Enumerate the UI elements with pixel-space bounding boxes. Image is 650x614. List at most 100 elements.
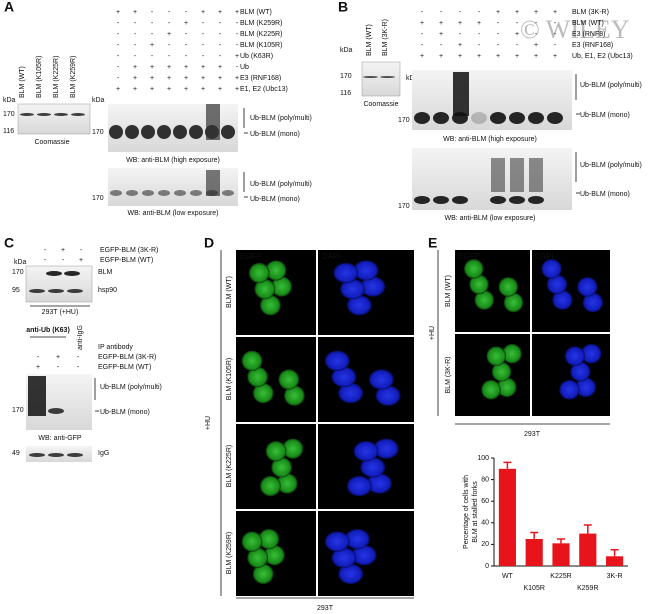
band xyxy=(142,190,154,196)
label: Ub-BLM (mono) xyxy=(250,196,300,203)
sign: + xyxy=(133,9,137,16)
sign: - xyxy=(535,20,538,27)
band xyxy=(509,112,525,124)
cell xyxy=(278,369,300,390)
sign: - xyxy=(117,53,120,60)
bar xyxy=(498,468,516,566)
label: WB: anti-BLM (low exposure) xyxy=(444,215,535,222)
sign: - xyxy=(185,53,188,60)
band xyxy=(414,112,430,124)
label: WB: anti-BLM (low exposure) xyxy=(127,210,218,217)
cell xyxy=(346,475,372,497)
sign: - xyxy=(497,42,500,49)
sign: + xyxy=(439,20,443,27)
smear xyxy=(453,72,469,116)
label: Ub-BLM (poly/multi) xyxy=(580,82,642,89)
y-tick-label: 100 xyxy=(477,455,489,462)
label: 170 xyxy=(340,73,352,80)
band xyxy=(547,112,563,124)
sign: + xyxy=(458,20,462,27)
error-bar xyxy=(503,461,512,469)
label: 116 xyxy=(3,128,14,135)
cell xyxy=(265,260,287,281)
label: WB: anti-BLM (high exposure) xyxy=(443,136,537,143)
micrograph xyxy=(532,250,610,332)
label: BLM (K259R) xyxy=(70,56,77,98)
sign: - xyxy=(134,42,137,49)
sign: + xyxy=(458,42,462,49)
cell xyxy=(577,277,598,297)
label: IgG xyxy=(98,450,109,457)
sign: - xyxy=(185,9,188,16)
label: BLM (K105R) xyxy=(36,56,43,98)
cell xyxy=(284,385,305,406)
cell xyxy=(252,563,274,585)
cell xyxy=(346,295,372,316)
row-label: Ub (K63R) xyxy=(240,53,273,60)
cell xyxy=(469,274,489,295)
cell xyxy=(351,545,377,566)
blot xyxy=(17,103,91,135)
cell xyxy=(373,438,399,459)
band xyxy=(29,289,45,293)
row-label: E3 (RNF168) xyxy=(240,75,281,82)
cell xyxy=(497,377,517,398)
label: kDa xyxy=(340,47,353,54)
panel-label: E xyxy=(428,235,437,251)
sign: - xyxy=(219,53,222,60)
cell xyxy=(564,346,586,366)
error-bar xyxy=(530,531,539,539)
blot xyxy=(361,61,401,97)
blot xyxy=(25,265,93,303)
label: DAPI xyxy=(322,252,341,261)
row-label: BLM (3K-R) xyxy=(572,9,609,16)
sign: + xyxy=(79,257,83,264)
label: BLM (K225R) xyxy=(226,445,233,487)
sign: - xyxy=(134,53,137,60)
row-label: EGFP-BLM (3K-R) xyxy=(98,354,156,361)
band xyxy=(174,190,186,196)
sign: - xyxy=(554,31,557,38)
sign: + xyxy=(150,64,154,71)
sign: - xyxy=(202,53,205,60)
band xyxy=(48,289,64,293)
label: 170 xyxy=(3,111,15,118)
row-label: E1, E2 (Ubc13) xyxy=(240,86,288,93)
sign: - xyxy=(151,53,154,60)
sign: + xyxy=(133,86,137,93)
error-bar xyxy=(557,538,565,544)
cell xyxy=(254,278,276,300)
smear xyxy=(206,170,220,196)
sign: - xyxy=(185,42,188,49)
cell xyxy=(502,343,522,364)
panel-label: A xyxy=(4,0,14,15)
sign: - xyxy=(117,75,120,82)
band xyxy=(67,289,83,293)
cell xyxy=(575,377,596,398)
sign: + xyxy=(439,53,443,60)
band xyxy=(452,196,468,204)
x-tick-label: K225R xyxy=(550,573,571,580)
sign: - xyxy=(535,31,538,38)
sign: + xyxy=(184,75,188,82)
label: Ub-BLM (poly/multi) xyxy=(100,384,162,391)
sign: - xyxy=(440,42,443,49)
label: Ub-BLM (mono) xyxy=(250,131,300,138)
sign: - xyxy=(236,64,239,71)
band xyxy=(221,125,235,139)
sign: - xyxy=(80,247,83,254)
sign: - xyxy=(497,20,500,27)
label: BLM (WT) xyxy=(226,276,233,308)
sign: - xyxy=(202,31,205,38)
sign: - xyxy=(44,257,47,264)
row-label: EGFP-BLM (WT) xyxy=(100,257,153,264)
cell xyxy=(481,379,501,400)
watermark: © WILEY xyxy=(520,15,630,44)
sign: - xyxy=(168,42,171,49)
sign: + xyxy=(496,9,500,16)
y-tick-label: 20 xyxy=(481,541,489,548)
band xyxy=(46,271,62,276)
label: Coomassie xyxy=(363,101,398,108)
band xyxy=(29,453,45,457)
